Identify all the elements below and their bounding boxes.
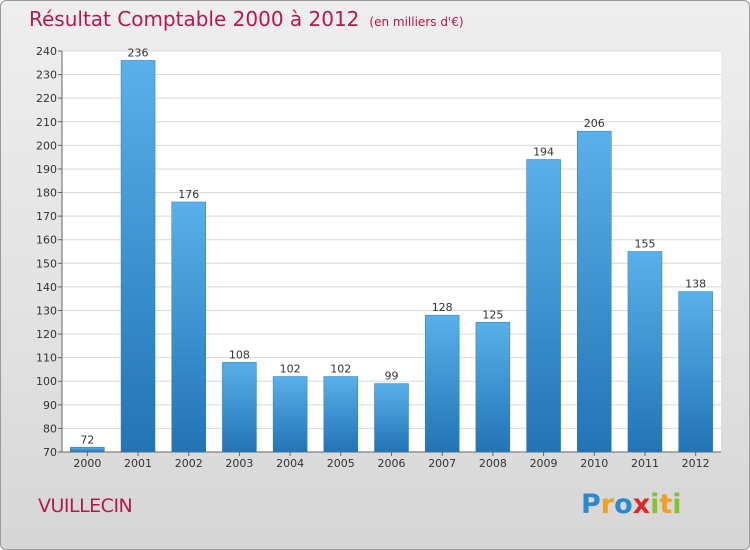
x-tick-label: 2006 bbox=[378, 457, 406, 470]
bar-value-label: 108 bbox=[229, 348, 250, 361]
x-tick-label: 2007 bbox=[428, 457, 456, 470]
bar-value-label: 138 bbox=[685, 278, 706, 291]
bar-value-label: 194 bbox=[533, 146, 554, 159]
bar-value-label: 236 bbox=[128, 46, 149, 59]
y-tick-label: 230 bbox=[36, 69, 57, 82]
y-tick-label: 200 bbox=[36, 139, 57, 152]
x-tick-label: 2010 bbox=[580, 457, 608, 470]
commune-name: VUILLECIN bbox=[38, 495, 133, 517]
x-tick-label: 2003 bbox=[225, 457, 253, 470]
x-tick-label: 2004 bbox=[276, 457, 304, 470]
bar bbox=[323, 376, 359, 453]
x-tick-label: 2008 bbox=[479, 457, 507, 470]
y-tick-label: 220 bbox=[36, 92, 57, 105]
bar-value-label: 128 bbox=[432, 301, 453, 314]
logo-letter: i bbox=[672, 489, 682, 520]
y-tick-label: 170 bbox=[36, 210, 57, 223]
bar bbox=[222, 362, 257, 453]
logo-letter: o bbox=[614, 489, 633, 520]
y-tick-label: 210 bbox=[36, 116, 57, 129]
bar bbox=[374, 383, 409, 453]
logo-letter: i bbox=[650, 489, 660, 520]
proxiti-logo: Proxiti bbox=[581, 489, 682, 520]
y-tick-label: 70 bbox=[43, 446, 57, 459]
bar-value-label: 206 bbox=[584, 117, 605, 130]
y-tick-label: 150 bbox=[36, 257, 57, 270]
bar-value-label: 102 bbox=[280, 363, 301, 376]
y-tick-label: 180 bbox=[36, 187, 57, 200]
bar bbox=[424, 314, 460, 453]
y-tick-label: 110 bbox=[36, 352, 57, 365]
chart-unit: (en milliers d'€) bbox=[369, 15, 464, 29]
y-tick-label: 240 bbox=[36, 45, 57, 58]
logo-letter: r bbox=[600, 489, 615, 520]
y-tick-label: 130 bbox=[36, 304, 57, 317]
bar bbox=[678, 291, 713, 453]
chart-title-text: Résultat Comptable 2000 à 2012 bbox=[29, 7, 360, 31]
bar bbox=[70, 447, 105, 453]
x-tick-label: 2001 bbox=[124, 457, 152, 470]
bar bbox=[577, 130, 612, 453]
bar bbox=[171, 201, 206, 453]
bar bbox=[272, 376, 308, 453]
bar-value-label: 99 bbox=[385, 370, 399, 383]
y-tick-label: 120 bbox=[36, 328, 57, 341]
bar bbox=[627, 251, 663, 453]
x-tick-label: 2002 bbox=[175, 457, 203, 470]
y-tick-label: 80 bbox=[43, 422, 57, 435]
bar-value-label: 72 bbox=[80, 433, 94, 446]
x-tick-label: 2000 bbox=[73, 457, 101, 470]
bar-value-label: 155 bbox=[634, 238, 655, 251]
x-tick-label: 2005 bbox=[327, 457, 355, 470]
logo-letter: P bbox=[581, 489, 601, 520]
logo-letter: t bbox=[659, 489, 673, 520]
y-tick-label: 190 bbox=[36, 163, 57, 176]
bar-value-label: 102 bbox=[330, 363, 351, 376]
bar-value-label: 176 bbox=[178, 188, 199, 201]
bar bbox=[526, 159, 561, 453]
y-tick-label: 100 bbox=[36, 375, 57, 388]
bar-value-label: 125 bbox=[482, 308, 503, 321]
chart-title: Résultat Comptable 2000 à 2012 (en millie… bbox=[29, 7, 464, 31]
y-tick-label: 140 bbox=[36, 281, 57, 294]
bar bbox=[475, 322, 511, 453]
bar bbox=[120, 60, 156, 453]
y-tick-label: 90 bbox=[43, 399, 57, 412]
y-tick-label: 160 bbox=[36, 234, 57, 247]
logo-letter: x bbox=[632, 489, 651, 520]
x-tick-label: 2012 bbox=[682, 457, 710, 470]
x-tick-label: 2009 bbox=[530, 457, 558, 470]
x-tick-label: 2011 bbox=[631, 457, 659, 470]
